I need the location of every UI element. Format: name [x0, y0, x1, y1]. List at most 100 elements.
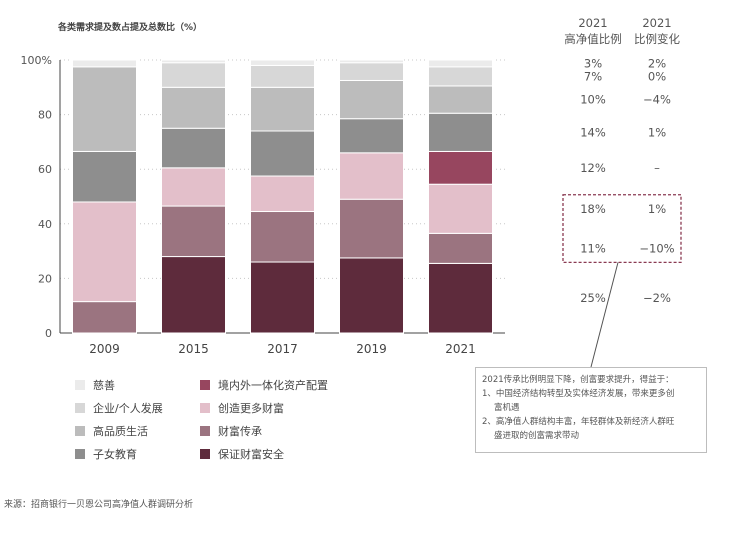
bar-segment [339, 62, 404, 81]
table-cell-share: 7% [584, 69, 602, 83]
y-tick-label: 40 [38, 218, 52, 231]
note-line: 1、中国经济结构转型及实体经济发展，带来更多创 [482, 389, 675, 399]
bar-segment [161, 62, 226, 88]
x-tick-label: 2017 [267, 342, 298, 356]
table-cell-share: 14% [580, 125, 606, 139]
legend-swatch [200, 449, 210, 459]
x-tick-label: 2009 [89, 342, 120, 356]
legend-item-1: 企业/个人发展 [75, 400, 163, 416]
bar-segment [161, 127, 226, 169]
y-tick-label: 60 [38, 163, 52, 176]
bar-segment [339, 118, 404, 154]
table-header-change: 2021 [642, 16, 671, 30]
legend-label: 财富传承 [218, 425, 262, 438]
note-line: 2021传承比例明显下降，创富要求提升，得益于： [482, 375, 674, 385]
table-cell-change: 1% [648, 202, 666, 216]
table-header-share: 2021 [578, 16, 607, 30]
bar-segment [339, 257, 404, 334]
bar-segment [428, 85, 493, 114]
highlight-box [562, 194, 682, 264]
legend-label: 慈善 [93, 379, 115, 392]
table-cell-share: 25% [580, 291, 606, 305]
bar-segment [428, 66, 493, 87]
legend-swatch [200, 426, 210, 436]
source-note: 来源：招商银行一贝恩公司高净值人群调研分析 [4, 500, 194, 510]
legend-label: 保证财富安全 [218, 448, 284, 461]
connector-line [590, 262, 619, 368]
legend-label: 企业/个人发展 [93, 402, 163, 415]
bar-segment [161, 59, 226, 64]
legend-item-6: 财富传承 [200, 423, 262, 439]
table-cell-change: −4% [643, 93, 671, 107]
bar-segment [428, 262, 493, 334]
table-cell-share: 18% [580, 202, 606, 216]
table-cell-share: 3% [584, 56, 602, 70]
x-tick-label: 2015 [178, 342, 209, 356]
y-tick-label: 100% [21, 54, 52, 67]
legend-item-5: 创造更多财富 [200, 400, 284, 416]
bar-segment [339, 198, 404, 259]
bar-segment [339, 152, 404, 200]
bar-segment [428, 183, 493, 234]
legend-swatch [75, 449, 85, 459]
bar-segment [72, 59, 137, 68]
bar-segment [161, 205, 226, 258]
legend-label: 境内外一体化资产配置 [218, 379, 328, 392]
x-tick-label: 2019 [356, 342, 387, 356]
bar-segment [161, 256, 226, 334]
table-cell-share: 10% [580, 93, 606, 107]
bar-segment [250, 175, 315, 213]
legend-label: 子女教育 [93, 448, 137, 461]
bar-segment [250, 211, 315, 263]
bar-segment [339, 79, 404, 120]
bar-segment [161, 167, 226, 207]
bar-segment [428, 59, 493, 68]
bar-segment [428, 150, 493, 185]
bar-segment [72, 201, 137, 303]
bar-segment [161, 86, 226, 129]
y-tick-label: 0 [45, 327, 52, 340]
bar-segment [250, 64, 315, 88]
table-cell-share: 12% [580, 161, 606, 175]
insight-note-box: 2021传承比例明显下降，创富要求提升，得益于： 1、中国经济结构转型及实体经济… [475, 367, 707, 453]
bar-segment [428, 112, 493, 152]
note-line: 富机遇 [494, 403, 520, 413]
table-cell-share: 11% [580, 241, 606, 255]
y-tick-label: 20 [38, 272, 52, 285]
legend-item-3: 子女教育 [75, 446, 137, 462]
table-cell-change: −10% [639, 241, 674, 255]
table-cell-change: −2% [643, 291, 671, 305]
legend-swatch [75, 403, 85, 413]
legend-swatch [75, 380, 85, 390]
chart-title: 各类需求提及数占提及总数比（%） [58, 23, 203, 33]
bar-segment [250, 59, 315, 66]
legend-swatch [200, 403, 210, 413]
bar-segment [72, 66, 137, 152]
y-tick-label: 80 [38, 109, 52, 122]
note-line: 2、高净值人群结构丰富，年轻群体及新经济人群旺 [482, 417, 675, 427]
legend-swatch [75, 426, 85, 436]
table-cell-change: – [654, 161, 660, 175]
table-cell-change: 1% [648, 125, 666, 139]
legend-item-0: 慈善 [75, 377, 115, 393]
table-cell-change: 2% [648, 56, 666, 70]
legend-item-2: 高品质生活 [75, 423, 148, 439]
legend-item-7: 保证财富安全 [200, 446, 284, 462]
bar-segment [250, 130, 315, 177]
legend-label: 高品质生活 [93, 425, 148, 438]
note-line: 盛进取的创富需求带动 [494, 431, 580, 441]
bar-segment [72, 301, 137, 334]
bar-segment [72, 150, 137, 203]
bar-segment [250, 261, 315, 334]
legend-swatch [200, 380, 210, 390]
legend-label: 创造更多财富 [218, 402, 284, 415]
table-header-change: 比例变化 [634, 32, 680, 46]
bar-segment [428, 232, 493, 264]
table-header-share: 高净值比例 [564, 32, 622, 46]
bar-segment [250, 86, 315, 132]
bar-segment [339, 59, 404, 64]
legend-item-4: 境内外一体化资产配置 [200, 377, 328, 393]
table-cell-change: 0% [648, 69, 666, 83]
x-tick-label: 2021 [445, 342, 476, 356]
